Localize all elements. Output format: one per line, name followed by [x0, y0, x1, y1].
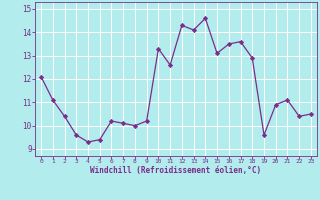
X-axis label: Windchill (Refroidissement éolien,°C): Windchill (Refroidissement éolien,°C) — [91, 166, 261, 175]
